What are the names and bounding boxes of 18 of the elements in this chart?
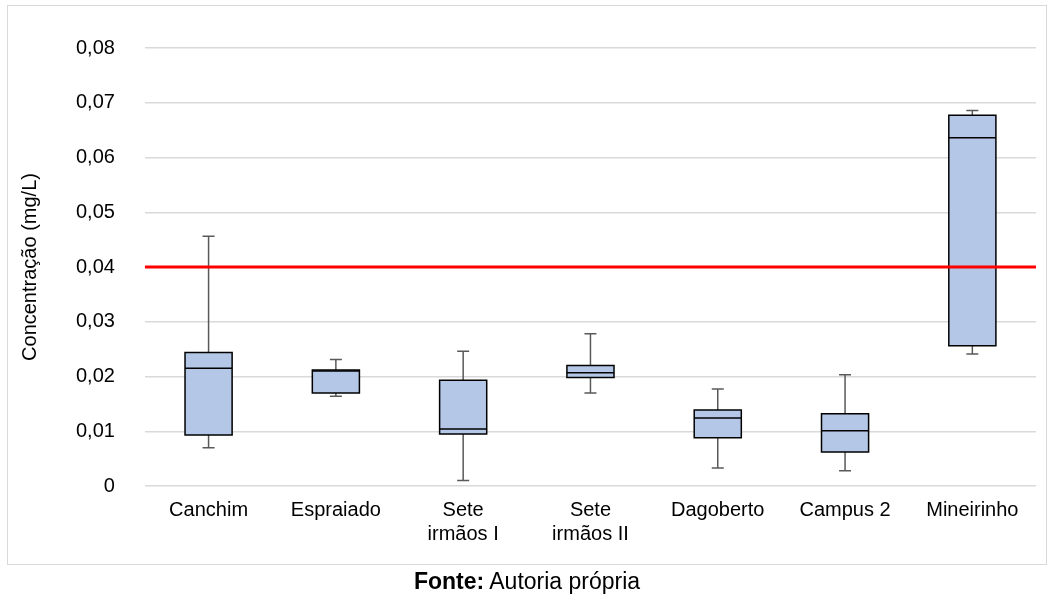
y-tick-label: 0,02	[75, 364, 115, 387]
x-tick-label: Mineirinho	[926, 497, 1019, 520]
y-tick-label: 0	[103, 473, 115, 496]
y-tick-label: 0,05	[75, 199, 115, 222]
y-tick-label: 0,01	[75, 418, 115, 441]
x-tick-label: Dagoberto	[671, 497, 765, 520]
x-tick-label: Canchim	[169, 497, 249, 520]
y-tick-label: 0,03	[75, 309, 115, 332]
y-axis-title: Concentração (mg/L)	[17, 173, 40, 361]
x-tick-label: Espraiado	[290, 497, 381, 520]
x-tick-label: Campus 2	[799, 497, 891, 520]
y-tick-label: 0,06	[75, 145, 115, 168]
y-tick-label: 0,04	[75, 254, 115, 277]
x-tick-label: Sete irmãos II	[552, 497, 629, 544]
source-note: Fonte: Autoria própria	[412, 568, 642, 595]
x-tick-label: Sete irmãos I	[427, 497, 499, 544]
y-tick-label: 0,08	[75, 35, 115, 58]
y-tick-label: 0,07	[75, 90, 115, 113]
